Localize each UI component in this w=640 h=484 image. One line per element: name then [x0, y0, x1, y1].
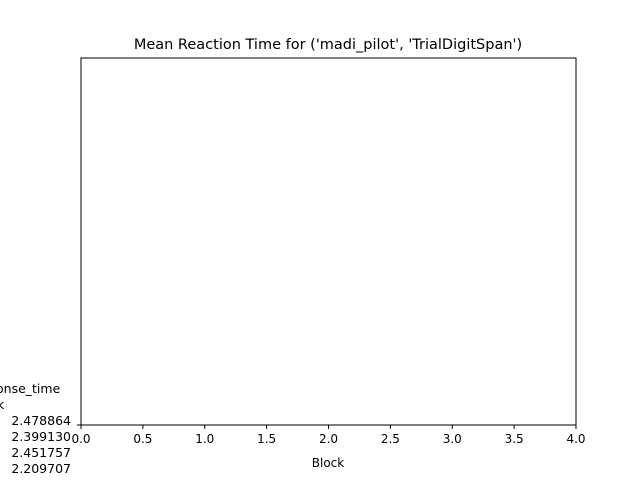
x-tick-label: 3.0	[443, 432, 462, 446]
y-tick-text-line: onse_time	[0, 381, 61, 396]
chart-title: Mean Reaction Time for ('madi_pilot', 'T…	[134, 37, 522, 53]
y-tick-text-line: 2.209707	[11, 461, 71, 476]
x-tick-label: 1.5	[257, 432, 276, 446]
x-axis-ticks: 0.0 0.5 1.0 1.5 2.0 2.5 3.0 3.5 4.0	[71, 425, 586, 446]
x-tick-label: 0.0	[71, 432, 90, 446]
y-tick-text-line: 2.451757	[11, 445, 71, 460]
x-axis-label: Block	[312, 456, 345, 470]
x-tick-label: 1.0	[195, 432, 214, 446]
x-tick-label: 2.0	[319, 432, 338, 446]
x-tick-label: 2.5	[381, 432, 400, 446]
y-tick-text-line: 2.478864	[11, 413, 71, 428]
x-tick-label: 0.5	[133, 432, 152, 446]
y-tick-text-line: k	[0, 397, 5, 412]
x-tick-label: 4.0	[566, 432, 585, 446]
y-tick-text-line: 2.399130	[11, 429, 71, 444]
x-tick-label: 3.5	[505, 432, 524, 446]
